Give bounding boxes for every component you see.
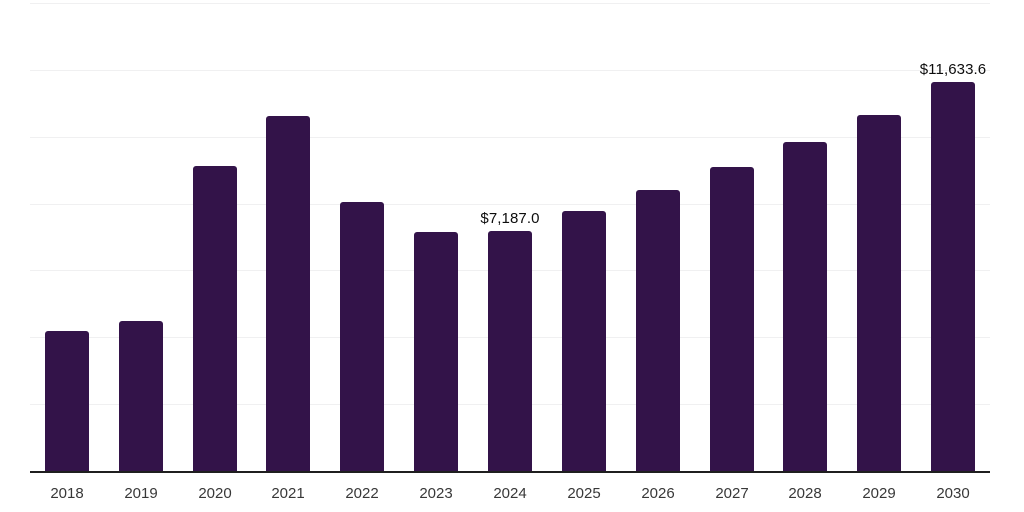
bar-2029[interactable] xyxy=(857,115,901,471)
gridline-14000 xyxy=(30,3,990,4)
gridline-8000 xyxy=(30,203,990,205)
bar-2021[interactable] xyxy=(266,116,310,471)
bar-2023[interactable] xyxy=(414,232,458,471)
x-tick-label-2030: 2030 xyxy=(936,485,970,502)
bar-2030[interactable] xyxy=(931,82,975,471)
bar-2028[interactable] xyxy=(783,142,827,471)
x-tick-label-2018: 2018 xyxy=(50,485,84,502)
bar-2020[interactable] xyxy=(193,166,237,471)
gridline-12000 xyxy=(30,69,990,71)
bar-2027[interactable] xyxy=(710,167,754,471)
x-tick-label-2027: 2027 xyxy=(715,485,749,502)
bar-2024[interactable] xyxy=(488,231,532,471)
x-tick-label-2026: 2026 xyxy=(641,485,675,502)
x-tick-label-2020: 2020 xyxy=(198,485,232,502)
x-tick-label-2019: 2019 xyxy=(124,485,158,502)
data-label-2024: $7,187.0 xyxy=(480,210,540,227)
data-label-2030: $11,633.6 xyxy=(919,61,987,78)
x-tick-label-2028: 2028 xyxy=(788,485,822,502)
x-tick-label-2023: 2023 xyxy=(419,485,453,502)
gridline-10000 xyxy=(30,136,990,138)
bar-2019[interactable] xyxy=(119,321,163,471)
x-tick-label-2029: 2029 xyxy=(862,485,896,502)
x-tick-label-2022: 2022 xyxy=(345,485,379,502)
x-tick-label-2021: 2021 xyxy=(271,485,305,502)
bar-2026[interactable] xyxy=(636,190,680,471)
x-tick-label-2024: 2024 xyxy=(493,485,527,502)
bar-2018[interactable] xyxy=(45,331,89,471)
x-tick-label-2025: 2025 xyxy=(567,485,601,502)
bar-2025[interactable] xyxy=(562,211,606,471)
x-axis-line xyxy=(30,471,990,473)
bar-2022[interactable] xyxy=(340,202,384,471)
